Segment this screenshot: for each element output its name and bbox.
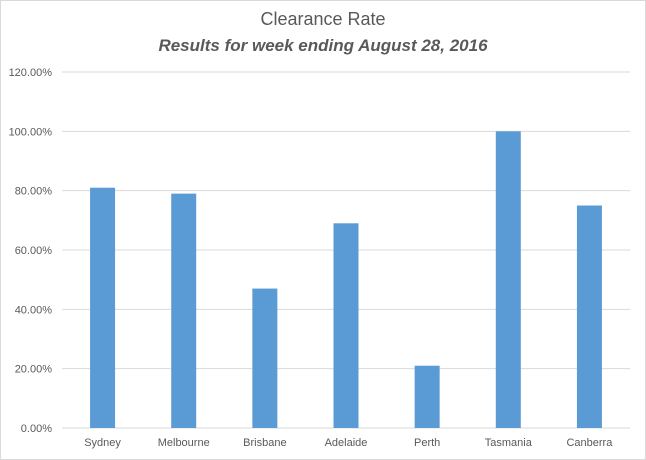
x-tick-label: Canberra	[566, 437, 613, 449]
chart-title: Clearance Rate	[260, 9, 386, 29]
y-tick-label: 80.00%	[15, 186, 53, 198]
x-tick-label: Perth	[414, 437, 440, 449]
bar-sydney	[90, 187, 116, 428]
y-tick-label: 120.00%	[9, 67, 53, 79]
x-tick-label: Sydney	[84, 437, 121, 449]
bar-perth	[414, 365, 440, 428]
x-tick-label: Tasmania	[485, 437, 533, 449]
x-tick-label: Adelaide	[325, 437, 368, 449]
y-tick-label: 0.00%	[21, 423, 52, 435]
y-tick-label: 100.00%	[9, 126, 53, 138]
x-tick-label: Melbourne	[158, 437, 210, 449]
bar-adelaide	[333, 223, 359, 428]
chart-subtitle: Results for week ending August 28, 2016	[158, 36, 488, 55]
y-tick-label: 20.00%	[15, 364, 53, 376]
y-tick-label: 40.00%	[15, 304, 53, 316]
bar-canberra	[576, 205, 602, 428]
bar-melbourne	[171, 193, 197, 428]
bar-tasmania	[495, 131, 521, 429]
x-tick-label: Brisbane	[243, 437, 286, 449]
bar-brisbane	[252, 288, 278, 428]
y-tick-label: 60.00%	[15, 245, 53, 257]
